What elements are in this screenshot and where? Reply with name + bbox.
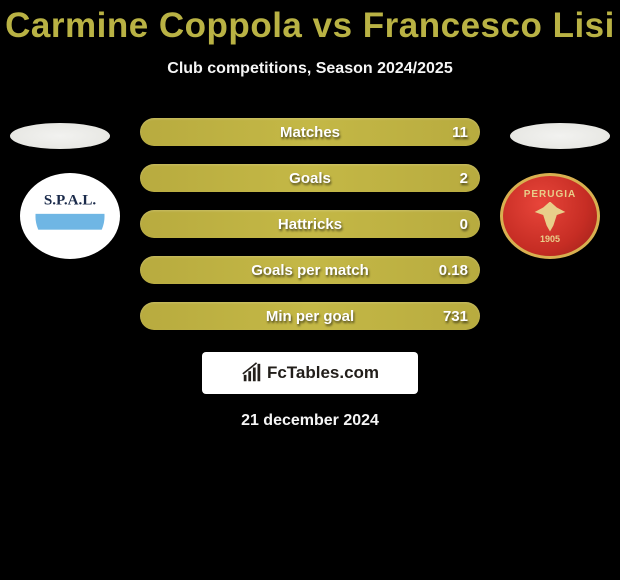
club-crest-right: PERUGIA 1905 [500,173,600,259]
date-text: 21 december 2024 [0,412,620,430]
spal-crest-icon: S.P.A.L. [27,180,113,252]
player-markers [0,123,620,149]
club-crests: S.P.A.L. PERUGIA 1905 [0,173,620,259]
comparison-panel: S.P.A.L. PERUGIA 1905 Matches11Goals2Hat… [0,118,620,430]
club-crest-left: S.P.A.L. [20,173,120,259]
stat-value: 731 [443,308,468,325]
player-marker-left [10,123,110,149]
player-marker-right [510,123,610,149]
stat-label: Min per goal [266,308,354,325]
subtitle: Club competitions, Season 2024/2025 [0,60,620,78]
stat-row: Min per goal 731 [140,302,480,330]
crest-left-text: S.P.A.L. [44,192,97,208]
griffin-icon [533,202,567,232]
crest-right-top-text: PERUGIA [524,189,577,200]
stat-label: Goals per match [251,262,369,279]
chart-icon [241,362,263,384]
brand-badge: FcTables.com [202,352,418,394]
crest-right-year: 1905 [540,234,560,244]
page-title: Carmine Coppola vs Francesco Lisi [0,0,620,46]
brand-text: FcTables.com [267,363,379,383]
stat-row: Goals per match 0.18 [140,256,480,284]
stat-value: 0.18 [439,262,468,279]
